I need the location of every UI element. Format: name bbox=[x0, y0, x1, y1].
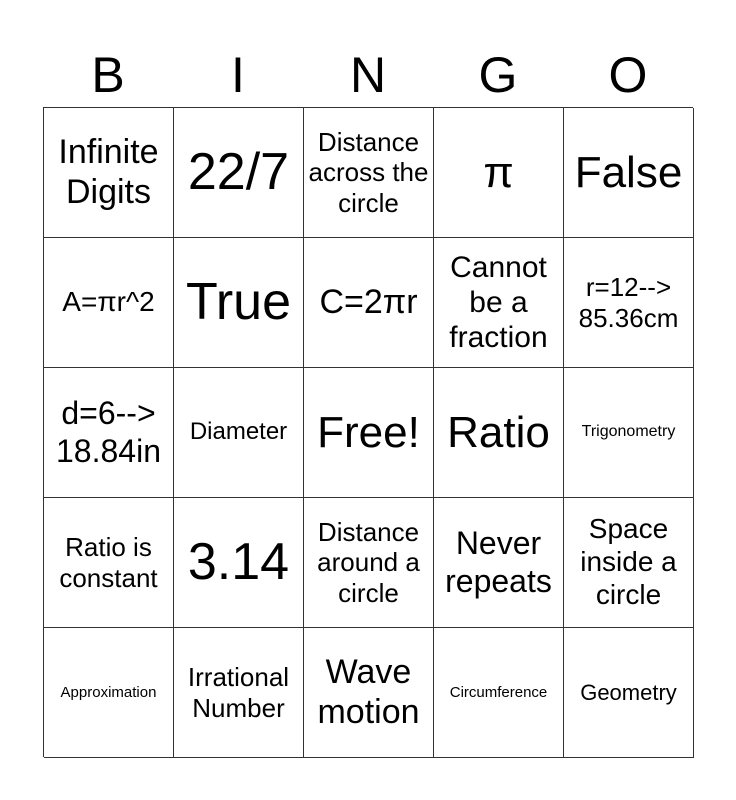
bingo-cell: C=2πr bbox=[304, 238, 434, 368]
bingo-cell: π bbox=[434, 108, 564, 238]
bingo-cell: A=πr^2 bbox=[44, 238, 174, 368]
free-space-cell: Free! bbox=[304, 368, 434, 498]
bingo-cell: Irrational Number bbox=[174, 628, 304, 758]
bingo-cell: Ratio is constant bbox=[44, 498, 174, 628]
bingo-cell: Wave motion bbox=[304, 628, 434, 758]
bingo-cell: False bbox=[564, 108, 694, 238]
bingo-cell: Ratio bbox=[434, 368, 564, 498]
bingo-cell: Cannot be a fraction bbox=[434, 238, 564, 368]
bingo-cell: 3.14 bbox=[174, 498, 304, 628]
bingo-header: B I N G O bbox=[43, 44, 693, 106]
bingo-cell: Geometry bbox=[564, 628, 694, 758]
header-letter-n: N bbox=[349, 47, 387, 103]
bingo-cell: 22/7 bbox=[174, 108, 304, 238]
bingo-cell: r=12--> 85.36cm bbox=[564, 238, 694, 368]
bingo-cell: Infinite Digits bbox=[44, 108, 174, 238]
header-letter-i: I bbox=[231, 47, 245, 103]
bingo-cell: Never repeats bbox=[434, 498, 564, 628]
bingo-cell: Circumference bbox=[434, 628, 564, 758]
bingo-cell: d=6--> 18.84in bbox=[44, 368, 174, 498]
header-letter-o: O bbox=[608, 47, 648, 103]
header-letter-g: G bbox=[478, 47, 518, 103]
bingo-cell: Approximation bbox=[44, 628, 174, 758]
bingo-cell: Distance across the circle bbox=[304, 108, 434, 238]
bingo-grid: Infinite Digits 22/7 Distance across the… bbox=[43, 107, 694, 758]
bingo-cell: Distance around a circle bbox=[304, 498, 434, 628]
bingo-cell: Space inside a circle bbox=[564, 498, 694, 628]
bingo-cell: True bbox=[174, 238, 304, 368]
bingo-cell: Trigonometry bbox=[564, 368, 694, 498]
bingo-cell: Diameter bbox=[174, 368, 304, 498]
header-letter-b: B bbox=[91, 47, 125, 103]
